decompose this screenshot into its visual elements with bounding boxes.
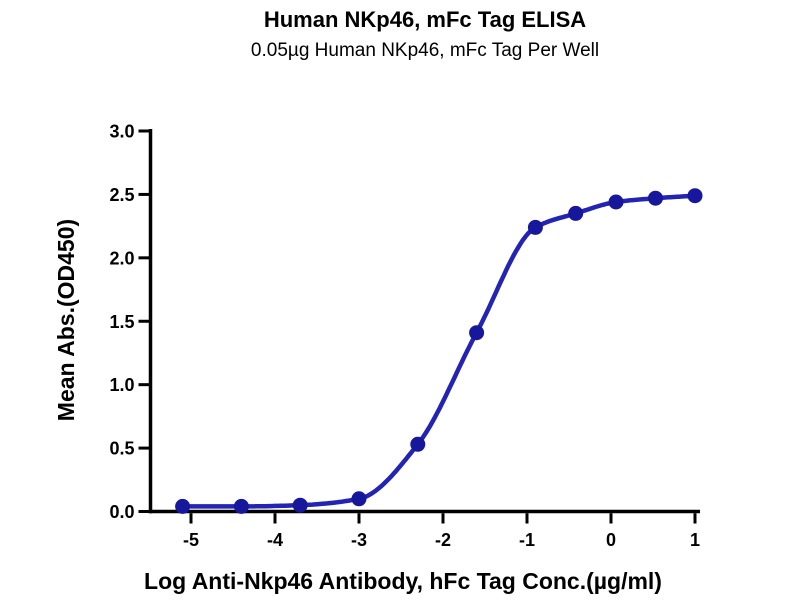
data-points bbox=[175, 188, 703, 514]
data-point-marker bbox=[527, 219, 543, 235]
chart-subtitle: 0.05µg Human NKp46, mFc Tag Per Well bbox=[251, 40, 599, 61]
y-tick-label: 0.5 bbox=[109, 439, 134, 459]
x-tick-label: -4 bbox=[267, 530, 283, 550]
x-tick-label: -2 bbox=[435, 530, 451, 550]
data-point-marker bbox=[351, 491, 367, 507]
x-tick-label: -5 bbox=[183, 530, 199, 550]
x-axis-ticks: -5 -4 -3 -2 -1 0 1 bbox=[183, 513, 700, 550]
chart-title: Human NKp46, mFc Tag ELISA bbox=[264, 7, 586, 32]
y-tick-label: 0.0 bbox=[109, 502, 134, 522]
x-tick-label: -1 bbox=[519, 530, 535, 550]
y-axis-ticks: 0.0 0.5 1.0 1.5 2.0 2.5 3.0 bbox=[109, 122, 151, 522]
x-tick-label: 1 bbox=[690, 530, 700, 550]
y-tick-label: 1.5 bbox=[109, 312, 134, 332]
fit-curve bbox=[180, 193, 698, 509]
x-tick-label: -3 bbox=[351, 530, 367, 550]
data-point-marker bbox=[233, 498, 249, 514]
y-tick-label: 1.0 bbox=[109, 375, 134, 395]
data-point-marker bbox=[469, 325, 485, 341]
data-point-marker bbox=[410, 436, 426, 452]
y-tick-label: 2.0 bbox=[109, 248, 134, 268]
data-point-marker bbox=[648, 190, 663, 206]
data-point-marker bbox=[608, 194, 624, 210]
data-point-marker bbox=[568, 205, 584, 221]
data-point-marker bbox=[175, 498, 191, 514]
data-point-marker bbox=[292, 497, 308, 513]
axes bbox=[148, 129, 701, 514]
x-tick-label: 0 bbox=[606, 530, 616, 550]
y-axis-label: Mean Abs.(OD450) bbox=[53, 219, 79, 421]
data-point-marker bbox=[687, 188, 703, 204]
y-tick-label: 3.0 bbox=[109, 122, 134, 142]
x-axis-label: Log Anti-Nkp46 Antibody, hFc Tag Conc.(µ… bbox=[144, 568, 662, 594]
y-tick-label: 2.5 bbox=[109, 185, 134, 205]
